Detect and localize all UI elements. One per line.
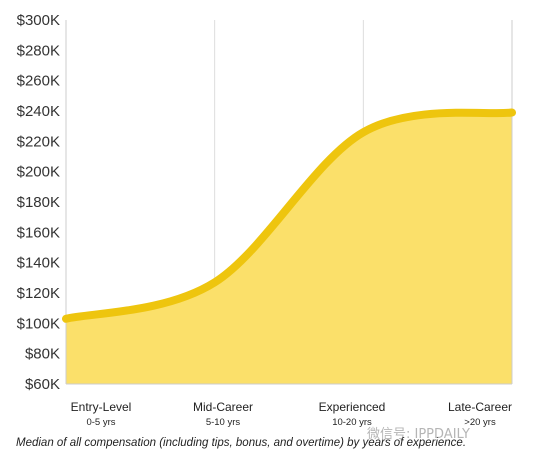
x-category-sublabel: >20 yrs bbox=[464, 417, 496, 428]
x-category-sublabel: 10-20 yrs bbox=[332, 417, 372, 428]
y-tick-label: $220K bbox=[17, 133, 60, 150]
y-tick-label: $180K bbox=[17, 194, 60, 211]
y-tick-label: $140K bbox=[17, 255, 60, 272]
y-tick-label: $280K bbox=[17, 42, 60, 59]
x-category-label: Experienced bbox=[319, 400, 386, 414]
watermark-text: 微信号: IPPDAILY bbox=[367, 427, 470, 442]
y-tick-label: $200K bbox=[17, 164, 60, 181]
y-tick-label: $80K bbox=[25, 346, 60, 363]
series-line bbox=[62, 108, 516, 323]
y-tick-label: $60K bbox=[25, 376, 60, 393]
x-category-sublabel: 5-10 yrs bbox=[206, 417, 241, 428]
y-tick-label: $100K bbox=[17, 315, 60, 332]
y-tick-label: $240K bbox=[17, 103, 60, 120]
y-tick-label: $160K bbox=[17, 224, 60, 241]
y-tick-label: $260K bbox=[17, 73, 60, 90]
x-category-label: Late-Career bbox=[448, 400, 512, 414]
area-fill bbox=[66, 112, 512, 385]
x-category-label: Mid-Career bbox=[193, 400, 253, 414]
x-category-label: Entry-Level bbox=[71, 400, 132, 414]
x-category-sublabel: 0-5 yrs bbox=[86, 417, 115, 428]
y-tick-label: $300K bbox=[17, 12, 60, 29]
y-tick-label: $120K bbox=[17, 285, 60, 302]
chart-caption: Median of all compensation (including ti… bbox=[16, 437, 467, 449]
